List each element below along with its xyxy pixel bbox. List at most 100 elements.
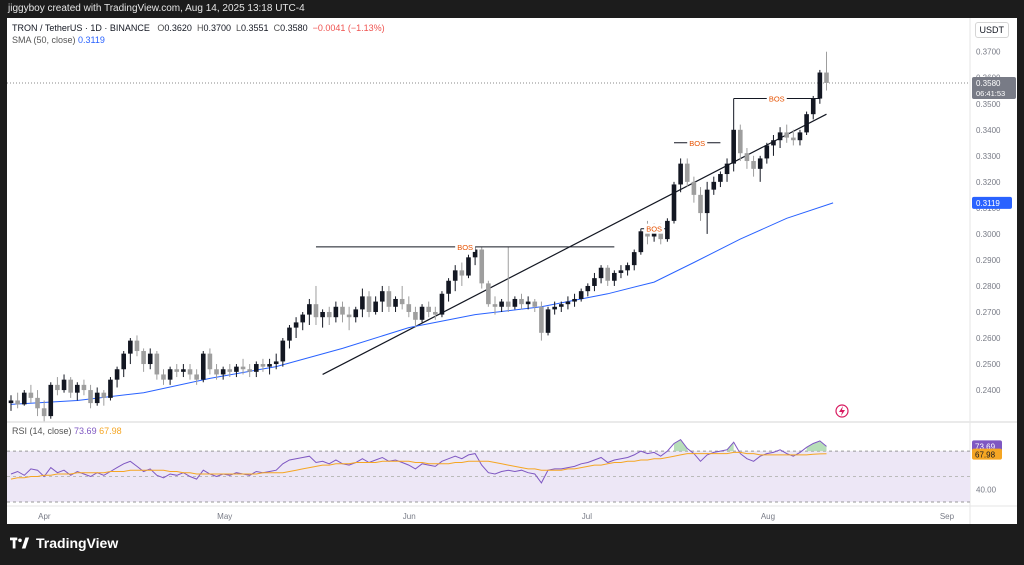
candle[interactable]	[804, 111, 809, 135]
candle[interactable]	[320, 309, 325, 328]
candle[interactable]	[214, 364, 219, 380]
candle[interactable]	[101, 390, 107, 406]
candle[interactable]	[585, 283, 591, 297]
bos-annotations[interactable]: BOS BOS BOS BOS	[315, 93, 820, 252]
candle[interactable]	[446, 278, 451, 302]
time-axis[interactable]: Apr May Jun Jul Aug Sep	[38, 512, 954, 521]
candle[interactable]	[121, 351, 127, 378]
candle[interactable]	[598, 265, 604, 284]
candle[interactable]	[413, 306, 418, 328]
candle[interactable]	[777, 127, 783, 149]
candle[interactable]	[8, 395, 14, 411]
candle[interactable]	[492, 296, 498, 315]
candle[interactable]	[519, 293, 524, 310]
candle[interactable]	[28, 384, 34, 404]
candle[interactable]	[94, 387, 100, 406]
candle[interactable]	[545, 306, 551, 336]
quote-currency-tag[interactable]: USDT	[974, 22, 1009, 38]
candle[interactable]	[280, 338, 286, 367]
rsi-legend[interactable]: RSI (14, close) 73.69 67.98	[12, 426, 122, 436]
candle[interactable]	[194, 369, 199, 385]
chart-canvas[interactable]: 0.37000.36000.35000.34000.33000.32000.31…	[7, 18, 1017, 524]
candle[interactable]	[147, 348, 153, 370]
candle[interactable]	[240, 358, 246, 375]
candle[interactable]	[625, 262, 630, 276]
candle[interactable]	[61, 374, 67, 393]
candle[interactable]	[326, 306, 332, 325]
candle[interactable]	[373, 296, 378, 315]
candle[interactable]	[419, 304, 425, 323]
candle[interactable]	[704, 181, 710, 234]
candle[interactable]	[744, 148, 750, 169]
candle[interactable]	[340, 301, 345, 323]
candle[interactable]	[479, 246, 485, 289]
candle[interactable]	[366, 291, 372, 318]
candle[interactable]	[684, 158, 690, 188]
candle[interactable]	[346, 306, 352, 331]
candle[interactable]	[426, 301, 431, 318]
candle[interactable]	[631, 249, 637, 271]
candle[interactable]	[486, 280, 491, 307]
candle[interactable]	[300, 311, 306, 331]
candle[interactable]	[234, 364, 239, 378]
candle[interactable]	[618, 265, 624, 279]
candle[interactable]	[227, 364, 233, 378]
candle[interactable]	[678, 158, 683, 193]
chart-frame[interactable]: 0.37000.36000.35000.34000.33000.32000.31…	[7, 18, 1017, 524]
candle[interactable]	[512, 296, 518, 310]
sma-50-line[interactable]	[10, 202, 834, 405]
candle[interactable]	[207, 348, 213, 375]
candle[interactable]	[75, 382, 80, 401]
candle[interactable]	[466, 254, 471, 279]
candle[interactable]	[810, 95, 816, 120]
sma-price-tag[interactable]: 0.3119	[972, 196, 1012, 209]
candle[interactable]	[187, 364, 193, 380]
candle[interactable]	[21, 390, 27, 406]
candle[interactable]	[824, 51, 829, 91]
candle[interactable]	[88, 384, 93, 409]
candle[interactable]	[459, 262, 465, 286]
candle[interactable]	[578, 288, 584, 302]
candle[interactable]	[307, 298, 312, 325]
candle[interactable]	[612, 270, 617, 286]
candle[interactable]	[724, 158, 730, 182]
bos-marker[interactable]: BOS	[315, 241, 615, 252]
candle[interactable]	[360, 288, 365, 318]
candle[interactable]	[665, 218, 670, 242]
candle[interactable]	[433, 306, 438, 320]
candle[interactable]	[167, 366, 173, 385]
candle[interactable]	[260, 358, 266, 372]
candle[interactable]	[35, 390, 40, 417]
candle[interactable]	[572, 293, 577, 307]
bos-marker[interactable]: BOS	[674, 137, 721, 148]
candle[interactable]	[797, 129, 803, 146]
candle[interactable]	[671, 181, 677, 224]
candle[interactable]	[592, 272, 597, 292]
candle[interactable]	[505, 246, 511, 312]
candle[interactable]	[731, 98, 736, 172]
bos-marker[interactable]: BOS	[733, 93, 820, 104]
candle[interactable]	[552, 301, 557, 315]
candle[interactable]	[718, 171, 723, 188]
candle[interactable]	[605, 265, 610, 286]
candle[interactable]	[154, 351, 160, 380]
rsi-ma-line[interactable]	[10, 451, 827, 480]
candle[interactable]	[55, 377, 60, 396]
candle[interactable]	[784, 124, 790, 143]
candles[interactable]	[8, 51, 829, 422]
candle[interactable]	[128, 338, 133, 365]
candle[interactable]	[791, 129, 796, 146]
candle[interactable]	[565, 296, 571, 310]
support-trendline[interactable]	[322, 113, 827, 375]
bos-marker[interactable]: BOS	[640, 223, 668, 234]
candle[interactable]	[525, 296, 531, 310]
candle[interactable]	[333, 301, 339, 323]
candle[interactable]	[68, 377, 73, 398]
candle[interactable]	[764, 142, 770, 164]
tradingview-logo[interactable]: TradingView	[10, 535, 118, 551]
candle[interactable]	[134, 335, 140, 357]
candle[interactable]	[386, 285, 392, 312]
candle[interactable]	[393, 296, 398, 312]
candle[interactable]	[161, 369, 166, 385]
